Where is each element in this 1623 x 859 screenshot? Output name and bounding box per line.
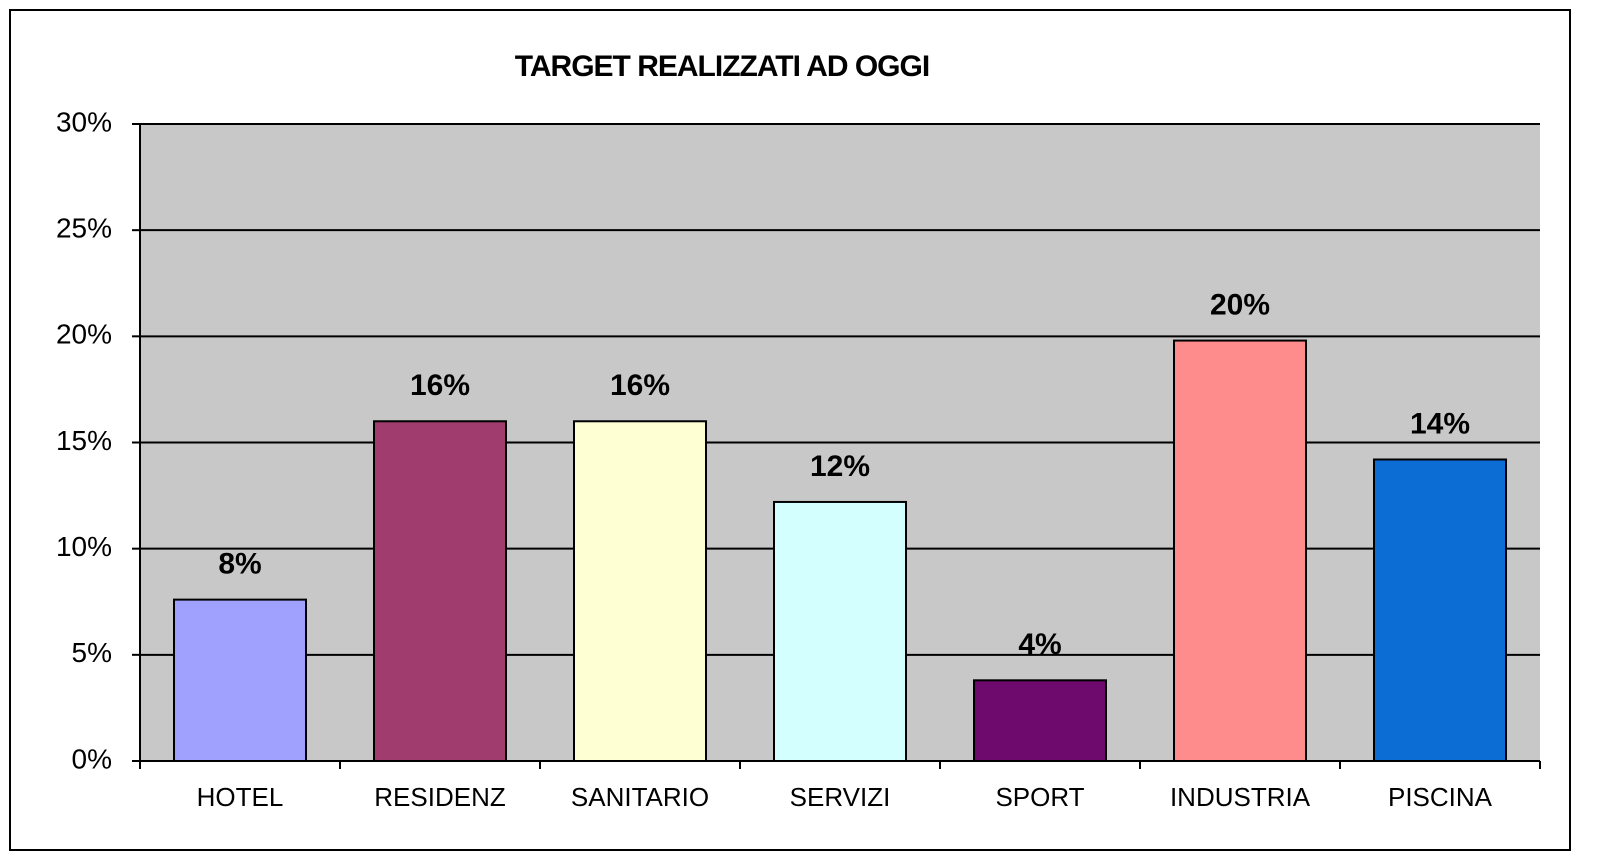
data-label: 8% — [218, 548, 261, 581]
x-tick-label: RESIDENZ — [374, 782, 506, 812]
data-label: 4% — [1018, 628, 1061, 661]
bar — [973, 679, 1107, 763]
x-tick-label: SPORT — [995, 782, 1084, 812]
bar — [573, 420, 707, 762]
y-tick-label: 30% — [56, 106, 112, 137]
bar — [173, 598, 307, 762]
y-tick-label: 5% — [72, 637, 112, 668]
chart-title: TARGET REALIZZATI AD OGGI — [515, 50, 929, 83]
x-tick-label: SERVIZI — [790, 782, 891, 812]
y-tick-label: 15% — [56, 425, 112, 456]
y-tick-label: 20% — [56, 319, 112, 350]
y-tick-label: 25% — [56, 213, 112, 244]
bar — [373, 420, 507, 762]
data-label: 20% — [1210, 289, 1270, 322]
x-tick-label: HOTEL — [197, 782, 284, 812]
bar — [1173, 339, 1307, 762]
bar — [773, 500, 907, 762]
data-label: 16% — [610, 369, 670, 402]
x-tick-label: PISCINA — [1388, 782, 1493, 812]
x-tick-label: SANITARIO — [571, 782, 709, 812]
bar — [1373, 458, 1507, 762]
y-tick-label: 0% — [72, 743, 112, 774]
data-label: 16% — [410, 369, 470, 402]
y-tick-label: 10% — [56, 531, 112, 562]
x-tick-label: INDUSTRIA — [1170, 782, 1311, 812]
data-label: 14% — [1410, 407, 1470, 440]
data-label: 12% — [810, 450, 870, 483]
